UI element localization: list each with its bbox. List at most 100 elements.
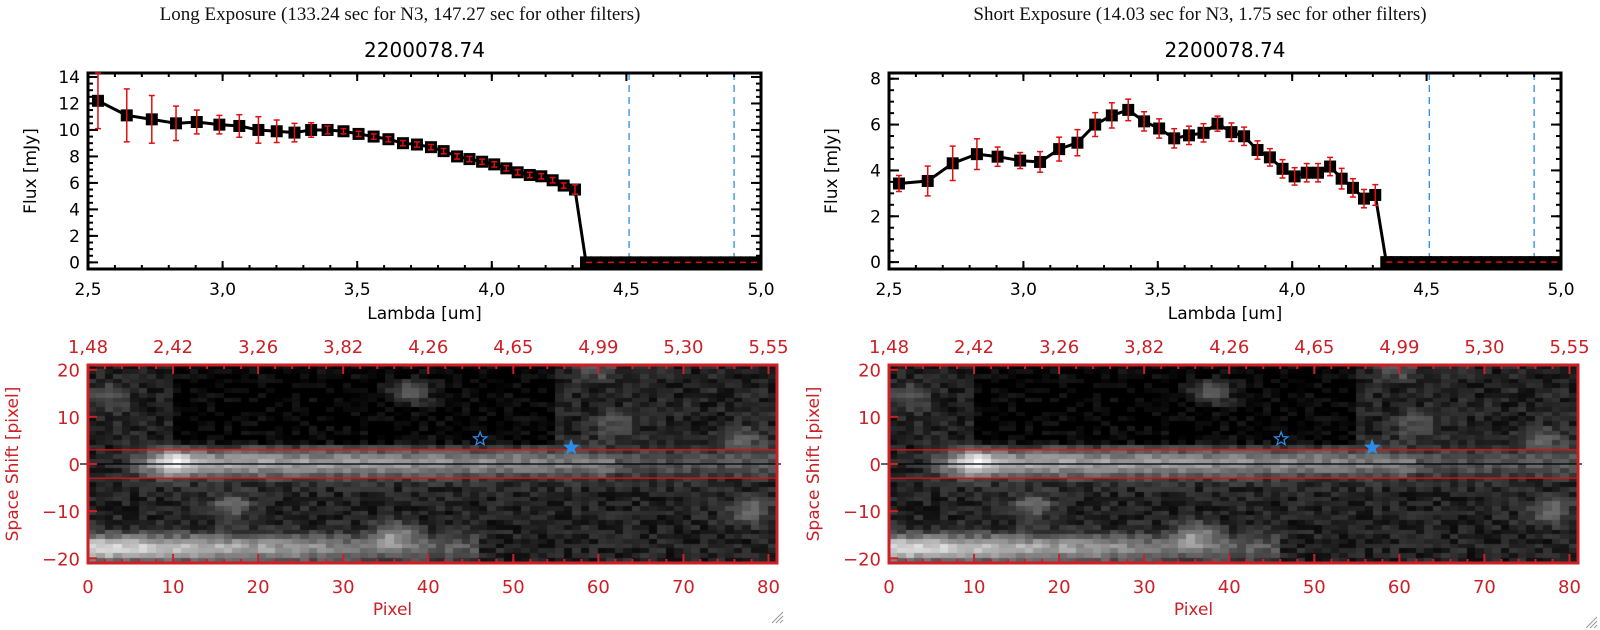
flux-marker (619, 256, 632, 269)
wavelength-tick-label: 1,48 (869, 337, 909, 358)
wavelength-tick-label: 5,55 (748, 337, 788, 358)
star-marker-icon (1363, 438, 1381, 455)
wavelength-tick-label: 3,82 (1124, 337, 1164, 358)
flux-marker (689, 256, 702, 269)
pixel-tick-label: 10 (162, 577, 185, 598)
pixel-tick-label: 70 (1473, 577, 1496, 598)
pixel-tick-label: 40 (1218, 577, 1241, 598)
x-tick-label: 4,0 (1279, 280, 1306, 300)
flux-marker (1499, 256, 1512, 269)
plot-frame (887, 71, 1563, 271)
pixel-tick-label: 20 (1048, 577, 1071, 598)
star-marker-icon (1272, 430, 1290, 447)
wavelength-tick-label: 3,26 (1039, 337, 1079, 358)
flux-marker (599, 256, 612, 269)
y-tick-label: 8 (69, 147, 80, 167)
y-tick-label: 6 (870, 116, 881, 136)
pixel-tick-label: 0 (82, 577, 93, 598)
y-tick-label: 12 (58, 94, 80, 114)
shift-tick-label: −20 (42, 549, 80, 570)
wavelength-tick-label: 4,26 (408, 337, 448, 358)
x-tick-label: 3,0 (209, 280, 236, 300)
x-tick-label: 5,0 (747, 280, 774, 300)
x-axis-label: Pixel (1174, 600, 1213, 620)
y-tick-label: 4 (69, 200, 80, 220)
shift-tick-label: 20 (57, 361, 80, 382)
pixel-tick-label: 30 (332, 577, 355, 598)
flux-marker (709, 256, 722, 269)
wavelength-tick-label: 5,30 (1464, 337, 1504, 358)
x-tick-label: 3,5 (1144, 280, 1171, 300)
panel-long-exposure: Long Exposure (133.24 sec for N3, 147.27… (3, 4, 789, 620)
spectrum-chart-long: 2200078.74 2,5 3,0 3,5 4,0 4,5 5,0 0 2 4 6 8 10 12 14 L… (21, 38, 775, 324)
flux-marker (699, 256, 712, 269)
pixel-tick-label: 60 (1388, 577, 1411, 598)
y-tick-label: 2 (69, 227, 80, 247)
flux-marker (719, 256, 732, 269)
y-tick-label: 10 (58, 121, 80, 141)
x-tick-label: 4,5 (1413, 280, 1440, 300)
shift-tick-label: −10 (42, 502, 80, 523)
pixel-tick-label: 20 (247, 577, 270, 598)
flux-marker (1519, 256, 1532, 269)
flux-marker (1410, 256, 1423, 269)
shift-tick-label: 10 (858, 408, 881, 429)
wavelength-tick-label: 5,55 (1549, 337, 1589, 358)
wavelength-tick-label: 3,26 (238, 337, 278, 358)
y-axis-label: Flux [mJy] (21, 128, 41, 214)
pixel-tick-label: 10 (963, 577, 986, 598)
flux-marker (729, 256, 742, 269)
x-tick-label: 3,0 (1010, 280, 1037, 300)
resize-grip-icon[interactable] (1584, 615, 1598, 629)
y-tick-label: 14 (58, 68, 80, 88)
wavelength-tick-label: 1,48 (68, 337, 108, 358)
chart-title: 2200078.74 (364, 38, 485, 62)
pixel-tick-label: 70 (672, 577, 695, 598)
plot-frame (86, 71, 763, 271)
y-axis-label: Space Shift [pixel] (3, 387, 23, 542)
panel-title: Short Exposure (14.03 sec for N3, 1.75 s… (973, 4, 1427, 25)
star-marker-icon (562, 438, 580, 455)
y-tick-label: 2 (870, 207, 881, 227)
x-tick-label: 4,0 (478, 280, 505, 300)
x-axis-label: Lambda [um] (367, 304, 481, 324)
wavelength-tick-label: 4,65 (1294, 337, 1334, 358)
flux-marker (1390, 256, 1403, 269)
spectral-image-axes-long: 0 1,48 10 2,42 20 3,26 30 3,82 40 4,26 50 4,65 60 4,9… (3, 337, 789, 620)
wavelength-tick-label: 4,26 (1209, 337, 1249, 358)
y-tick-label: 8 (870, 70, 881, 90)
flux-marker (609, 256, 622, 269)
shift-tick-label: 0 (69, 455, 80, 476)
wavelength-tick-label: 5,30 (663, 337, 703, 358)
pixel-tick-label: 40 (417, 577, 440, 598)
shift-tick-label: −10 (843, 502, 881, 523)
flux-marker (1529, 256, 1542, 269)
x-tick-label: 4,5 (613, 280, 640, 300)
pixel-tick-label: 50 (1303, 577, 1326, 598)
y-tick-label: 4 (870, 161, 881, 181)
wavelength-tick-label: 4,99 (1379, 337, 1419, 358)
pixel-tick-label: 80 (1558, 577, 1581, 598)
wavelength-tick-label: 4,65 (493, 337, 533, 358)
pixel-tick-label: 30 (1133, 577, 1156, 598)
y-axis-label: Space Shift [pixel] (804, 387, 824, 542)
shift-tick-label: 0 (870, 455, 881, 476)
x-axis-label: Pixel (373, 600, 412, 620)
x-tick-label: 3,5 (344, 280, 371, 300)
flux-marker (1489, 256, 1502, 269)
wavelength-tick-label: 4,99 (578, 337, 618, 358)
x-tick-label: 5,0 (1547, 280, 1574, 300)
wavelength-tick-label: 3,82 (323, 337, 363, 358)
spectrum-chart-short: 2200078.74 2,5 3,0 3,5 4,0 4,5 5,0 0 2 4 6 8 Lambda … (822, 38, 1575, 324)
shift-tick-label: 20 (858, 361, 881, 382)
star-marker-icon (471, 430, 489, 447)
resize-grip-icon[interactable] (770, 610, 784, 624)
panel-short-exposure: Short Exposure (14.03 sec for N3, 1.75 s… (800, 0, 1600, 630)
wavelength-tick-label: 2,42 (954, 337, 994, 358)
flux-marker (1400, 256, 1413, 269)
x-tick-label: 2,5 (74, 280, 101, 300)
y-tick-label: 6 (69, 174, 80, 194)
spectral-image-axes-short: 0 1,48 10 2,42 20 3,26 30 3,82 40 4,26 50 4,65 60 4,9… (804, 337, 1590, 620)
flux-marker (589, 256, 602, 269)
panel-title: Long Exposure (133.24 sec for N3, 147.27… (159, 4, 641, 25)
